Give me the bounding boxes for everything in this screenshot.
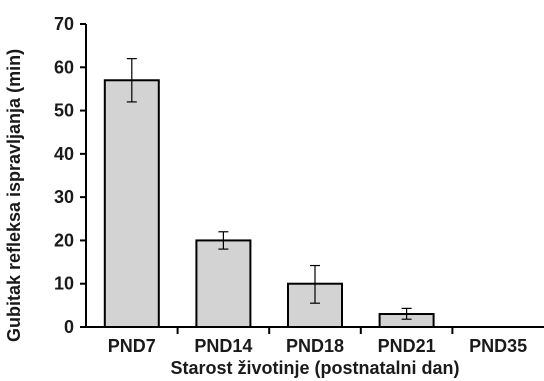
y-tick-label: 40 <box>54 144 74 164</box>
bars <box>103 58 435 329</box>
y-tick-label: 60 <box>54 57 74 77</box>
y-tick-label: 30 <box>54 187 74 207</box>
error-bar-pnd18 <box>310 264 320 304</box>
y-tick-label: 10 <box>54 274 74 294</box>
y-tick-label: 50 <box>54 101 74 121</box>
x-axis-label: Starost životinje (postnatalni dan) <box>170 358 459 378</box>
y-tick-label: 70 <box>54 14 74 34</box>
error-bar-pnd7 <box>126 58 137 103</box>
x-tick-label: PND14 <box>194 336 252 356</box>
y-axis-label: Gubitak refleksa ispravljanja (min) <box>4 49 24 342</box>
x-tick-label: PND18 <box>286 336 344 356</box>
x-axis-ticks: PND7 PND14 PND18 PND21 PND35 <box>108 327 527 356</box>
error-bar-pnd21 <box>401 307 412 320</box>
x-tick-label: PND35 <box>469 336 527 356</box>
x-tick-label: PND7 <box>108 336 156 356</box>
bar-pnd7 <box>103 79 160 329</box>
y-axis-ticks: 0 10 20 30 40 50 60 70 <box>54 14 86 337</box>
error-bar-pnd14 <box>218 231 229 250</box>
x-tick-label: PND21 <box>378 336 436 356</box>
bar-pnd14 <box>195 239 252 328</box>
y-tick-label: 0 <box>64 317 74 337</box>
y-tick-label: 20 <box>54 230 74 250</box>
